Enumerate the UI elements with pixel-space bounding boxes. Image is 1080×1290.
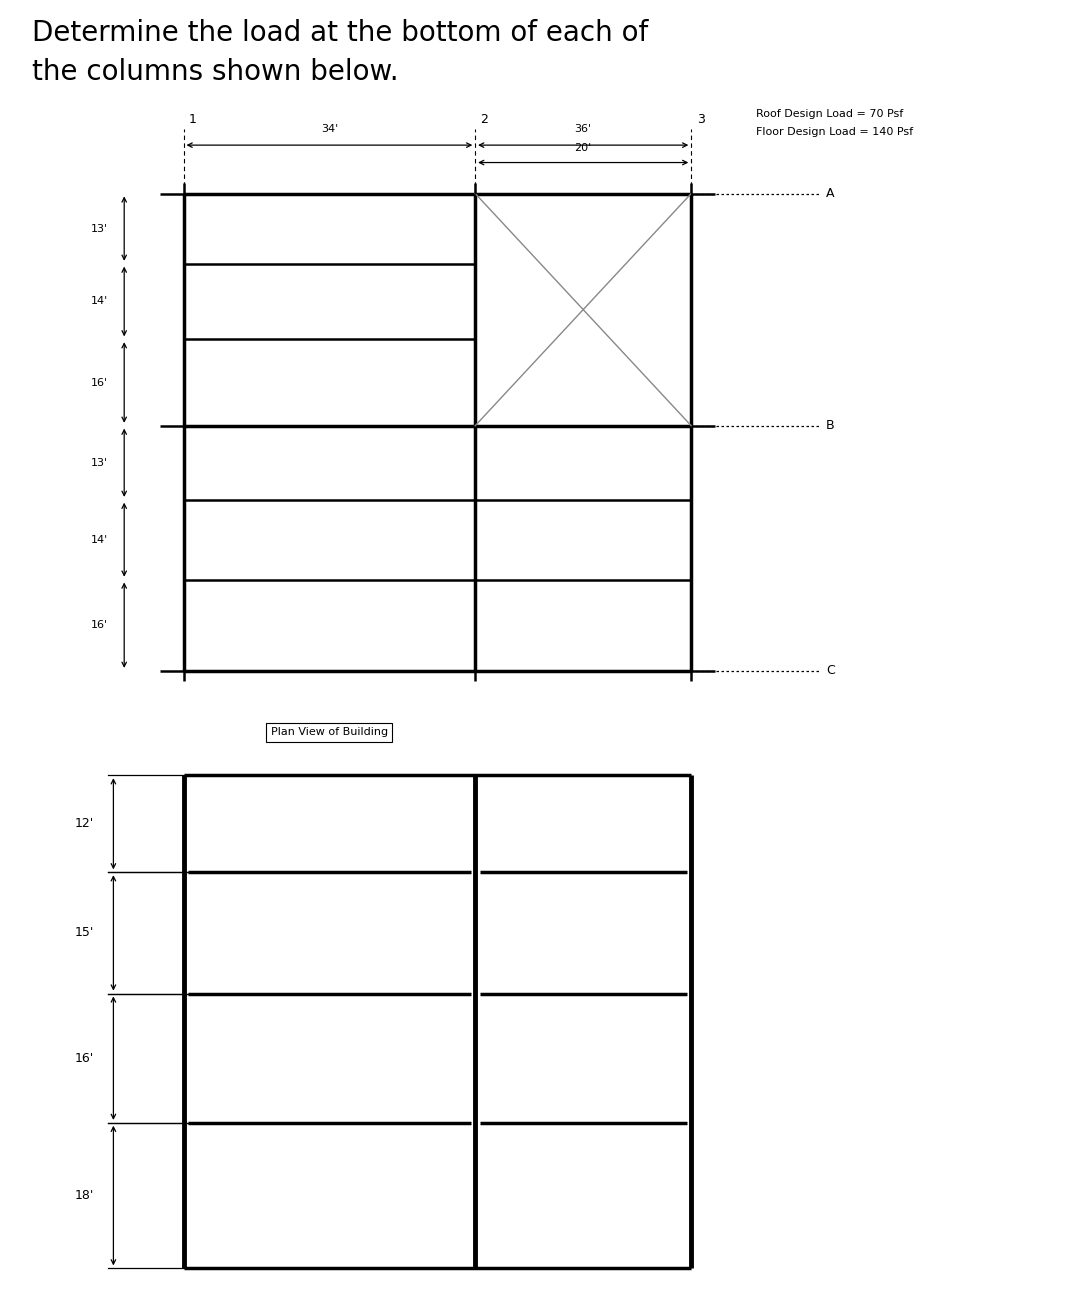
- Text: 16': 16': [75, 1051, 94, 1064]
- Text: Determine the load at the bottom of each of: Determine the load at the bottom of each…: [32, 19, 649, 48]
- Text: 13': 13': [91, 458, 108, 468]
- Text: 13': 13': [91, 223, 108, 233]
- Text: 16': 16': [91, 620, 108, 631]
- Text: B: B: [826, 419, 835, 432]
- Text: Roof Design Load = 70 Psf: Roof Design Load = 70 Psf: [756, 110, 903, 120]
- Text: 16': 16': [91, 378, 108, 387]
- Text: 34': 34': [321, 124, 338, 134]
- Text: 14': 14': [91, 297, 108, 307]
- Text: 20': 20': [575, 143, 592, 154]
- Text: C: C: [826, 664, 835, 677]
- Text: the columns shown below.: the columns shown below.: [32, 58, 399, 86]
- Text: Floor Design Load = 140 Psf: Floor Design Load = 140 Psf: [756, 126, 913, 137]
- Text: 18': 18': [75, 1189, 94, 1202]
- Text: 3: 3: [697, 112, 704, 126]
- Text: 15': 15': [75, 926, 94, 939]
- Text: 12': 12': [75, 818, 94, 831]
- Text: 1: 1: [189, 112, 197, 126]
- Text: A: A: [826, 187, 835, 200]
- Text: Plan View of Building: Plan View of Building: [271, 728, 388, 737]
- Text: 14': 14': [91, 534, 108, 544]
- Text: 36': 36': [575, 124, 592, 134]
- Text: 2: 2: [481, 112, 488, 126]
